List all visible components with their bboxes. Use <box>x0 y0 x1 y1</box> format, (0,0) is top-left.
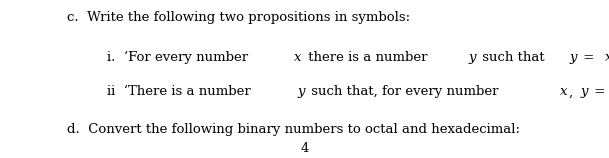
Text: =: = <box>590 85 609 98</box>
Text: 4: 4 <box>300 142 309 155</box>
Text: such that, for every number: such that, for every number <box>307 85 503 98</box>
Text: x: x <box>605 51 609 64</box>
Text: y: y <box>580 85 588 98</box>
Text: c.  Write the following two propositions in symbols:: c. Write the following two propositions … <box>67 11 410 24</box>
Text: ,: , <box>569 85 578 98</box>
Text: =: = <box>580 51 599 64</box>
Text: such that: such that <box>478 51 549 64</box>
Text: y: y <box>469 51 476 64</box>
Text: d.  Convert the following binary numbers to octal and hexadecimal:: d. Convert the following binary numbers … <box>67 123 520 136</box>
Text: i.  ‘For every number: i. ‘For every number <box>107 51 252 64</box>
Text: there is a number: there is a number <box>304 51 432 64</box>
Text: ii  ‘There is a number: ii ‘There is a number <box>107 85 255 98</box>
Text: y: y <box>570 51 577 64</box>
Text: x: x <box>294 51 301 64</box>
Text: y: y <box>298 85 305 98</box>
Text: x: x <box>560 85 568 98</box>
